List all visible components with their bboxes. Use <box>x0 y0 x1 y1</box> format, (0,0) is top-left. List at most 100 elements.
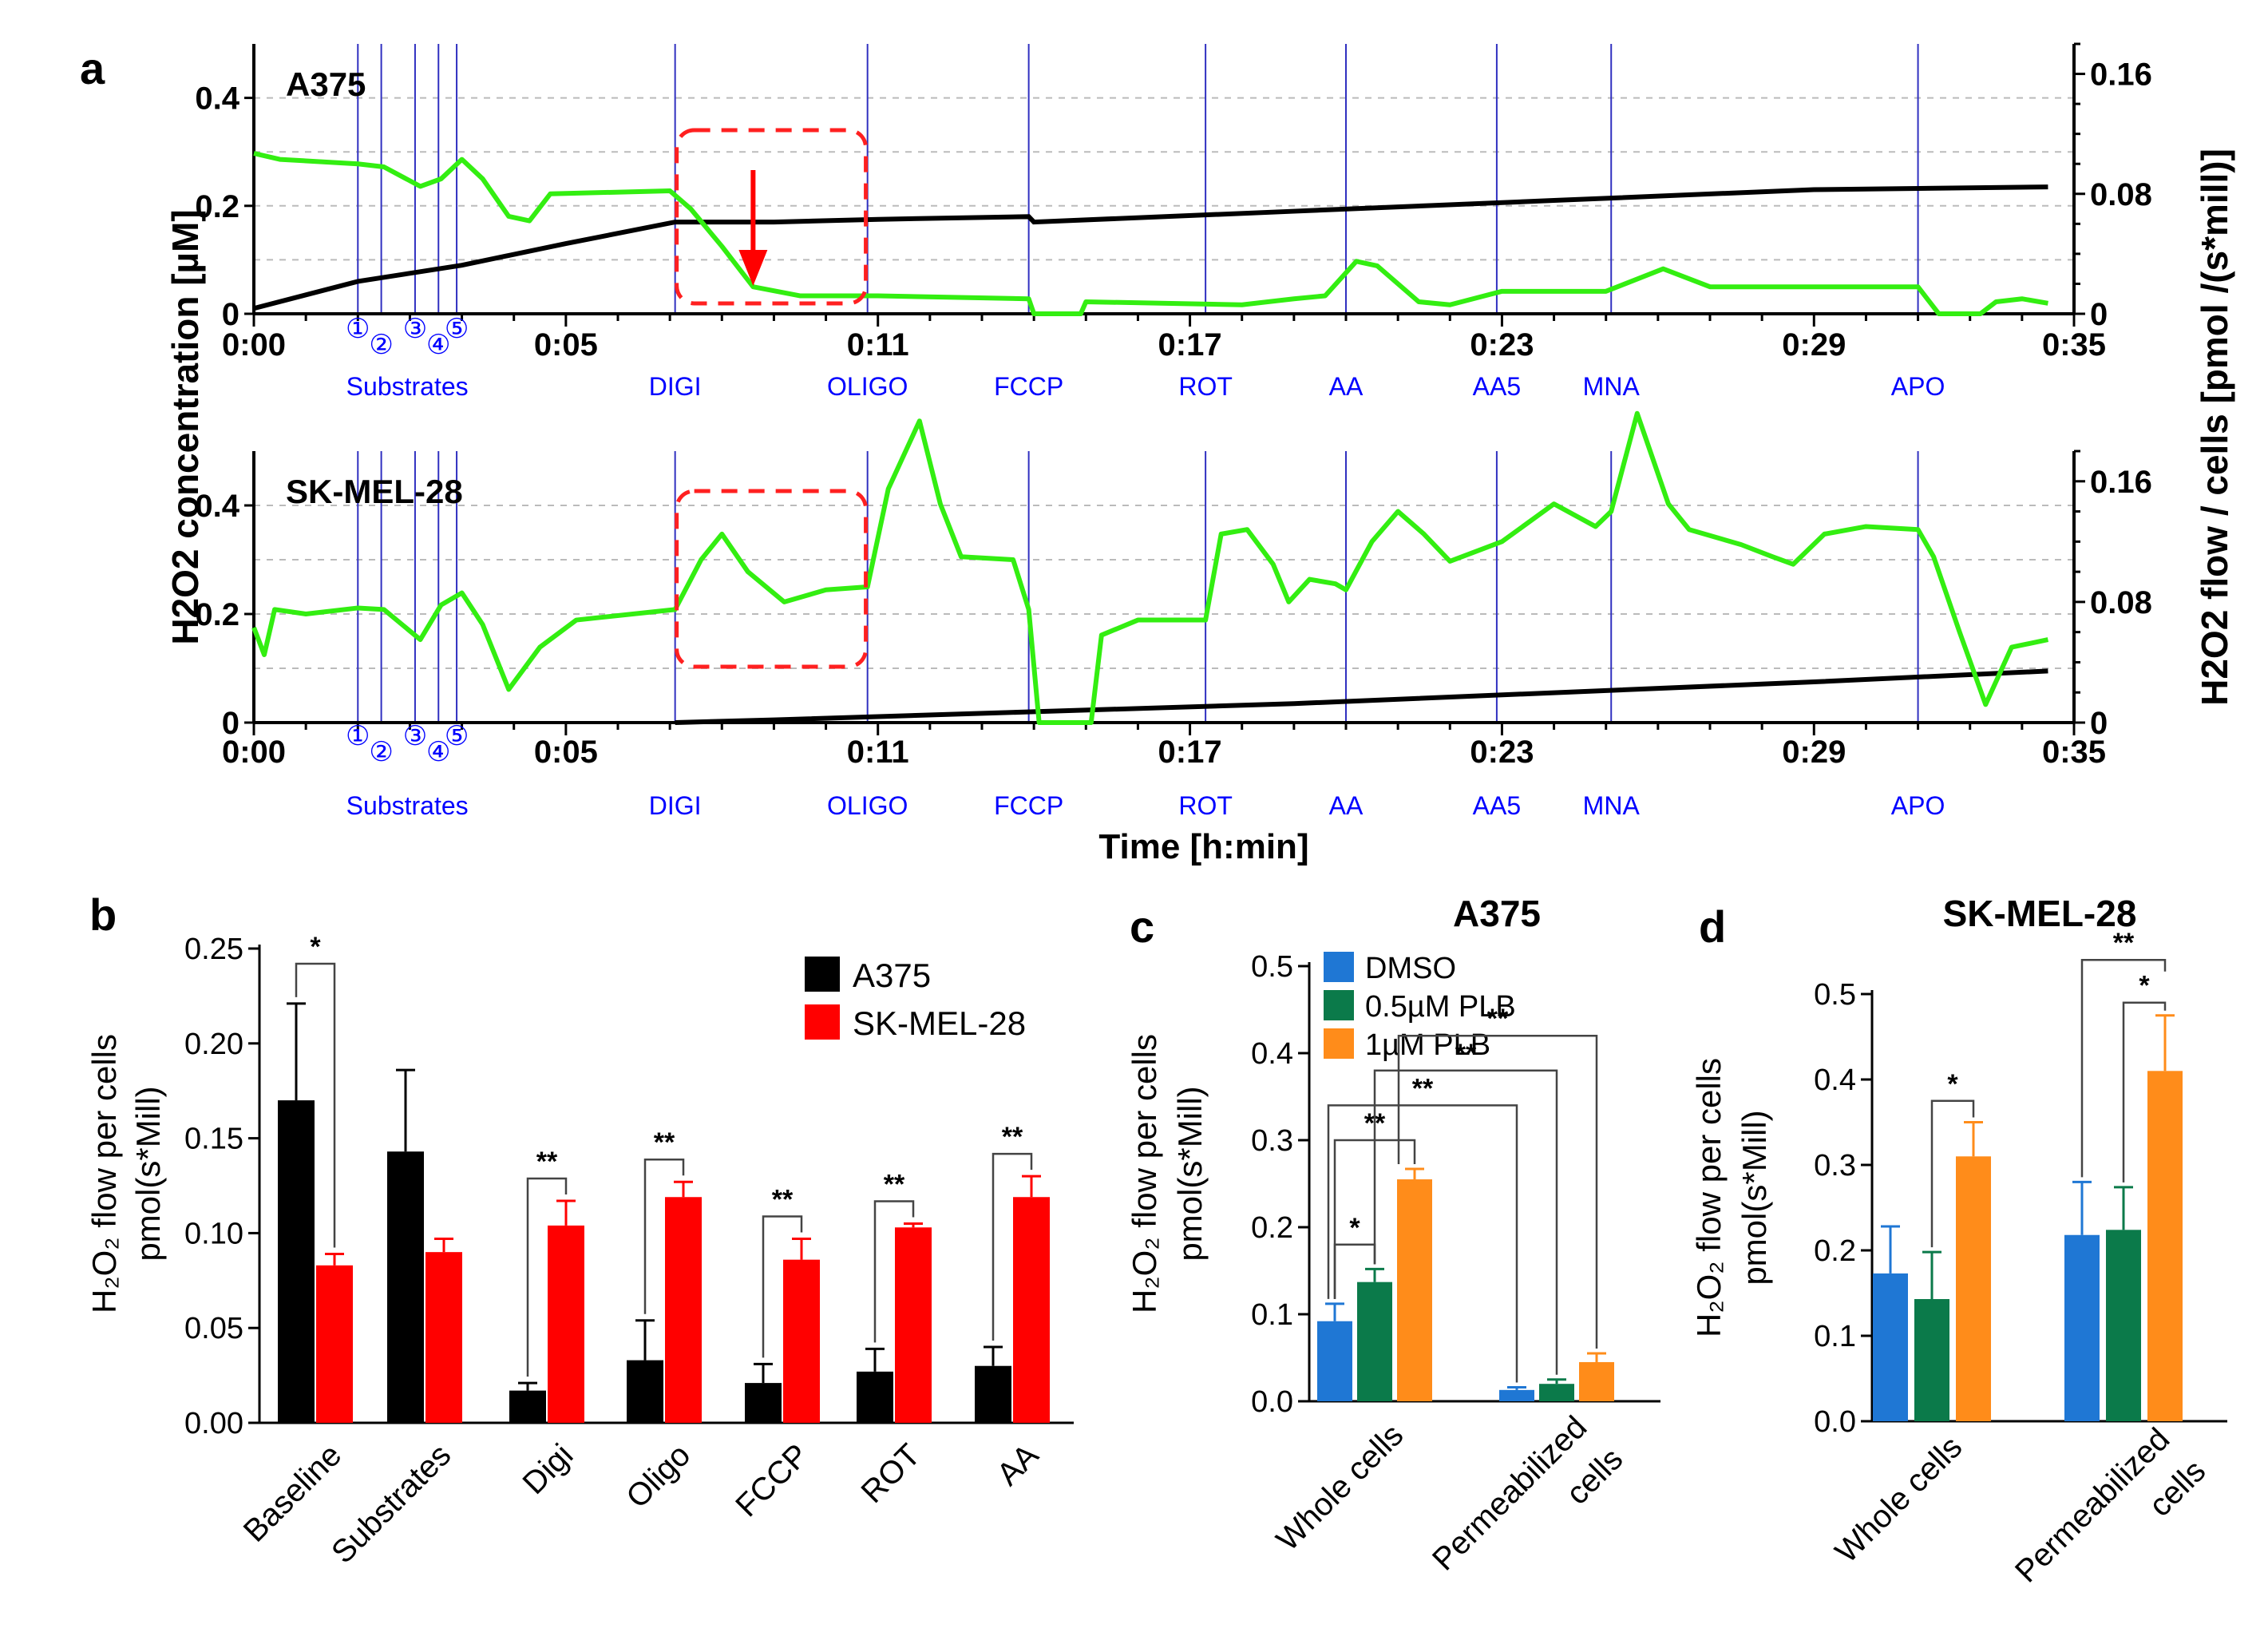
legend-swatch-skmel28 <box>805 1004 840 1040</box>
x-tick-label: 0:23 <box>1470 327 1534 362</box>
panel-b-plot: 0.00 0.05 0.10 0.15 0.20 0.25 BaselineSubstrat… <box>184 932 1074 1571</box>
y-tick-label: 0.2 <box>195 189 239 224</box>
y-tick-label: 0.0 <box>1814 1405 1856 1439</box>
significance-label: ** <box>1412 1073 1434 1103</box>
x-tick-label: 0:11 <box>847 735 909 770</box>
y2-tick-label: 0.16 <box>2090 57 2152 93</box>
x-tick-label: Whole cells <box>1270 1417 1411 1558</box>
x-tick-label: 0:00 <box>222 735 286 770</box>
x-tick-label: 0:00 <box>222 327 286 362</box>
substrate-marker: ② <box>369 330 393 360</box>
legend-label: DMSO <box>1365 952 1456 985</box>
bar <box>857 1371 893 1423</box>
bar <box>1499 1389 1534 1401</box>
x-tick-label: 0:29 <box>1782 327 1846 362</box>
c-title: A375 <box>1453 893 1541 934</box>
highlight-box <box>675 128 869 306</box>
x-tick-label: Baseline <box>237 1437 349 1549</box>
panel-label-c: c <box>1130 901 1154 952</box>
significance-label: ** <box>884 1170 905 1200</box>
y-tick-label: 0.2 <box>195 597 239 632</box>
significance-label: ** <box>654 1127 675 1158</box>
panel-label-d: d <box>1699 901 1726 952</box>
y-tick-label: 0.5 <box>1251 950 1293 984</box>
bar <box>2147 1071 2183 1421</box>
cell-line-label: SK-MEL-28 <box>286 473 463 510</box>
y-tick-label: 0.4 <box>195 489 239 524</box>
x-tick-label: 0:17 <box>1158 735 1222 770</box>
bar <box>627 1360 663 1423</box>
y-tick-label: 0.4 <box>1814 1064 1856 1097</box>
significance-bracket <box>295 962 336 1248</box>
legend-swatch <box>1324 1028 1354 1059</box>
x-tick-label: 0:35 <box>2042 735 2106 770</box>
bar <box>1013 1197 1050 1423</box>
significance-label: ** <box>1487 1004 1509 1034</box>
event-label: OLIGO <box>827 372 908 401</box>
y-tick-label: 0.3 <box>1251 1124 1293 1158</box>
x-tick-label: 0:35 <box>2042 327 2106 362</box>
substrate-marker: ③ <box>403 721 427 751</box>
substrate-marker: ① <box>346 314 370 344</box>
bar <box>1539 1384 1574 1401</box>
event-label: APO <box>1891 791 1945 820</box>
d-ylabel-line1: H₂O₂ flow per cells <box>1690 1058 1728 1337</box>
legend-swatch <box>1324 952 1354 982</box>
y2-tick-label: 0 <box>2090 297 2108 332</box>
x-tick-label: Oligo <box>619 1437 697 1515</box>
y2-tick-label: 0.08 <box>2090 177 2152 212</box>
y-tick-label: 0.1 <box>1814 1320 1856 1353</box>
substrate-marker: ④ <box>426 737 450 767</box>
panel-label-a: a <box>80 43 105 93</box>
y2-tick-label: 0.08 <box>2090 585 2152 620</box>
bar <box>783 1259 820 1423</box>
x-tick-label: FCCP <box>729 1437 815 1523</box>
significance-bracket <box>992 1152 1033 1341</box>
y-tick-label: 0 <box>222 706 239 741</box>
bar <box>2106 1230 2141 1421</box>
event-label: AA <box>1329 791 1364 820</box>
panel-label-b: b <box>89 889 117 940</box>
x-tick-label: 0:17 <box>1158 327 1222 362</box>
x-tick-label: AA <box>991 1437 1046 1492</box>
event-label: MNA <box>1583 791 1641 820</box>
significance-label: ** <box>1002 1122 1023 1152</box>
bar <box>509 1390 546 1423</box>
bar <box>895 1227 932 1423</box>
y2-tick-label: 0.16 <box>2090 465 2152 500</box>
x-tick-label: 0:11 <box>847 327 909 362</box>
significance-label: ** <box>772 1185 794 1215</box>
x-tick-label: 0:29 <box>1782 735 1846 770</box>
bar <box>745 1383 782 1423</box>
legend-label: 0.5µM PLB <box>1365 990 1516 1024</box>
y-tick-label: 0.25 <box>184 933 243 966</box>
y-tick-label: 0 <box>222 297 239 332</box>
b-ylabel-line1: H₂O₂ flow per cells <box>85 1034 123 1313</box>
x-tick-label: 0:05 <box>534 735 598 770</box>
y-tick-label: 0.0 <box>1251 1385 1293 1419</box>
event-label: FCCP <box>994 372 1063 401</box>
event-label: DIGI <box>649 791 702 820</box>
event-label: APO <box>1891 372 1945 401</box>
highlight-box <box>675 489 869 669</box>
x-tick-label: Whole cells <box>1829 1429 1969 1570</box>
event-label: DIGI <box>649 372 702 401</box>
bar <box>278 1100 315 1423</box>
substrates-label: Substrates <box>346 791 469 820</box>
bar <box>975 1365 1011 1423</box>
y2-tick-label: 0 <box>2090 706 2108 741</box>
y-tick-label: 0.00 <box>184 1407 243 1440</box>
bar <box>1579 1361 1614 1401</box>
d-title: SK-MEL-28 <box>1943 893 2137 934</box>
d-ylabel-line2: pmol(s*Mill) <box>1736 1110 1773 1285</box>
y-tick-label: 0.4 <box>1251 1037 1293 1071</box>
significance-bracket <box>526 1177 568 1377</box>
significance-label: * <box>1947 1069 1958 1099</box>
significance-label: ** <box>536 1147 558 1177</box>
substrates-label: Substrates <box>346 372 469 401</box>
y-tick-label: 0.10 <box>184 1217 243 1250</box>
bar <box>1914 1298 1949 1421</box>
x-tick-label: 0:23 <box>1470 735 1534 770</box>
